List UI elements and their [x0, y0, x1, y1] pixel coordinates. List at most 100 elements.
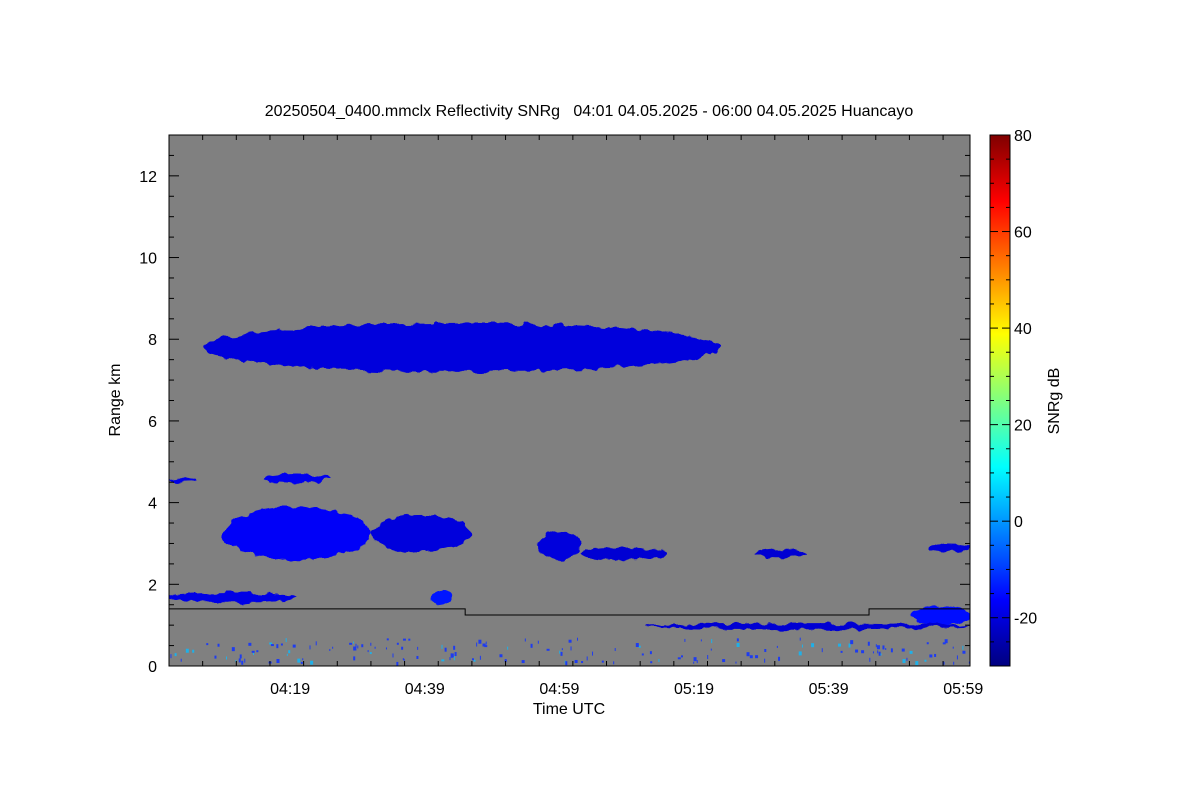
noise-speck: [811, 643, 815, 648]
noise-speck: [315, 641, 317, 646]
noise-speck: [746, 652, 750, 657]
noise-speck: [876, 645, 880, 650]
y-tick-label: 4: [148, 496, 157, 513]
noise-speck: [285, 638, 287, 643]
echo-region: [754, 549, 809, 558]
y-tick-label: 8: [148, 332, 157, 349]
noise-speck: [962, 645, 964, 650]
noise-speck: [880, 653, 882, 656]
noise-speck: [613, 661, 615, 665]
noise-speck: [450, 653, 454, 658]
noise-speckle-group: [170, 637, 970, 666]
noise-speck: [473, 659, 476, 662]
noise-speck: [855, 649, 859, 653]
y-axis: 0 2 4 6 8 10 12: [139, 134, 970, 676]
echo-region: [929, 543, 970, 552]
noise-speck: [479, 655, 481, 660]
cloud-base-line: [169, 608, 970, 616]
noise-speck: [357, 645, 359, 649]
noise-speck: [369, 652, 372, 655]
y-tick-label: 6: [148, 414, 157, 431]
noise-speck: [885, 647, 887, 650]
colorbar-tick-label: 0: [1014, 514, 1023, 531]
echo-region: [169, 592, 297, 603]
echo-region: [579, 547, 668, 560]
noise-speck: [956, 655, 958, 660]
chart-title: 20250504_0400.mmclx Reflectivity SNRg 04…: [265, 103, 914, 120]
noise-speck: [180, 658, 182, 662]
noise-speck: [568, 639, 572, 643]
echo-region: [263, 474, 331, 483]
noise-speck: [838, 643, 842, 647]
noise-speck: [444, 647, 447, 652]
noise-speck: [239, 654, 242, 659]
colorbar-tick-label: 80: [1014, 128, 1032, 145]
noise-speck: [392, 653, 394, 658]
noise-speck: [484, 645, 488, 648]
noise-speck: [890, 648, 893, 653]
noise-speck: [564, 660, 566, 664]
x-axis: 04:19 04:39 04:59 05:19 05:39 05:59: [168, 135, 983, 698]
noise-speck: [693, 657, 697, 662]
noise-speck: [507, 646, 509, 650]
noise-speck: [276, 658, 280, 663]
noise-speck: [521, 660, 525, 664]
noise-speck: [449, 657, 451, 661]
plot-area: [169, 135, 970, 666]
noise-speck: [735, 661, 737, 664]
x-tick-label: 05:19: [674, 681, 714, 698]
echo-region: [431, 590, 452, 605]
noise-speck: [241, 660, 244, 665]
colorbar-tick-label: -20: [1014, 611, 1037, 628]
echo-region: [370, 514, 472, 552]
noise-speck: [601, 660, 604, 663]
noise-speck: [798, 651, 802, 656]
noise-speck: [906, 657, 908, 661]
noise-speck: [755, 655, 759, 659]
noise-speck: [485, 641, 487, 645]
noise-speck: [962, 650, 966, 654]
noise-speck: [764, 658, 766, 663]
noise-speck: [872, 651, 874, 654]
noise-speck: [238, 658, 241, 663]
colorbar-tick-label: 20: [1014, 418, 1032, 435]
y-axis-label: Range km: [107, 364, 124, 437]
noise-speck: [454, 652, 457, 657]
noise-speck: [926, 642, 929, 645]
noise-speck: [309, 645, 311, 650]
noise-speck: [680, 655, 683, 658]
noise-speck: [614, 648, 616, 652]
noise-speck: [226, 656, 228, 660]
noise-speck: [170, 654, 172, 659]
noise-speck: [349, 642, 353, 645]
noise-speck: [736, 642, 740, 647]
noise-speck: [185, 648, 189, 653]
noise-speck: [300, 661, 303, 664]
noise-speck: [677, 657, 681, 660]
noise-speck: [658, 658, 660, 662]
noise-speck: [799, 637, 801, 641]
y-tick-label: 2: [148, 577, 157, 594]
noise-speck: [693, 661, 695, 664]
noise-speck: [909, 650, 913, 654]
noise-speck: [869, 657, 871, 662]
noise-speck: [231, 647, 235, 652]
noise-speck: [416, 655, 419, 659]
noise-speck: [867, 641, 870, 646]
noise-speck: [711, 639, 713, 644]
noise-speck: [684, 638, 686, 642]
noise-speck: [778, 656, 781, 661]
noise-speck: [570, 646, 572, 651]
noise-speck: [269, 642, 273, 645]
noise-speck: [353, 646, 357, 651]
noise-speck: [353, 641, 355, 644]
noise-speck: [801, 644, 803, 648]
noise-speck: [848, 643, 851, 648]
noise-speck: [577, 637, 579, 641]
noise-speck: [901, 648, 905, 652]
echo-region: [646, 623, 970, 630]
noise-speck: [251, 650, 255, 653]
noise-speck: [403, 658, 405, 661]
noise-speck: [353, 656, 356, 661]
